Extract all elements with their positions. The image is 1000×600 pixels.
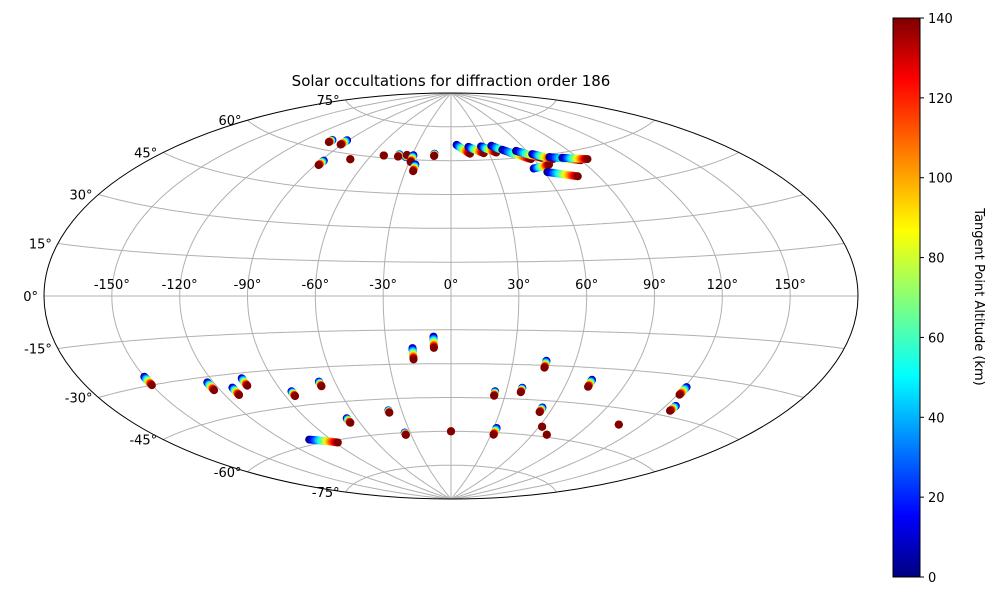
lon-tick-label: 120° xyxy=(707,278,738,293)
occultation-points xyxy=(140,136,691,447)
lat-tick-label: -30° xyxy=(65,392,93,407)
colorbar-tick-label: 120 xyxy=(928,92,953,107)
occultation-point xyxy=(614,420,623,429)
occultation-point xyxy=(409,167,418,176)
occultation-point xyxy=(409,355,418,364)
colorbar-ticks: 0 20 40 60 80 100 120 140 xyxy=(920,12,953,586)
colorbar-tick-label: 40 xyxy=(928,411,945,426)
occultation-point xyxy=(584,382,592,391)
longitude-gridline xyxy=(450,93,791,499)
occultation-point xyxy=(489,430,498,439)
occultation-point xyxy=(583,155,592,164)
occultation-point xyxy=(394,152,402,161)
lat-tick-label: -45° xyxy=(129,434,157,449)
longitude-gridline xyxy=(179,93,452,499)
occultation-point xyxy=(243,381,252,390)
occultation-point xyxy=(317,382,326,391)
longitude-gridline xyxy=(314,93,452,499)
lat-tick-label: 75° xyxy=(317,94,340,109)
lat-tick-label: 45° xyxy=(134,146,157,161)
colorbar-tick-label: 80 xyxy=(928,252,945,267)
colorbar-tick-label: 0 xyxy=(928,571,936,586)
longitude-gridline xyxy=(111,93,452,499)
lon-tick-label: -90° xyxy=(234,278,262,293)
lat-tick-label: 0° xyxy=(23,290,38,305)
occultation-point xyxy=(573,172,582,181)
occultation-point xyxy=(147,381,156,390)
lat-tick-label: -75° xyxy=(312,486,340,501)
occultation-point xyxy=(385,408,394,417)
lon-tick-label: 30° xyxy=(507,278,530,293)
colorbar-gradient xyxy=(892,17,921,578)
map-area: -150° -120° -90° -60° -30° 0° 30° 60° 90° 120° 150… xyxy=(23,92,859,501)
lon-tick-label: -150° xyxy=(94,278,130,293)
occultation-point xyxy=(379,151,388,160)
lon-tick-label: 90° xyxy=(643,278,666,293)
colorbar: 0 20 40 60 80 100 120 140 Tangent Point Altitud… xyxy=(892,12,986,586)
occultation-point xyxy=(516,388,525,397)
occultation-point xyxy=(535,408,544,417)
lat-tick-label: 60° xyxy=(218,114,241,129)
occultation-point xyxy=(235,391,244,399)
lon-tick-label: 0° xyxy=(444,278,459,293)
lat-tick-label: -60° xyxy=(214,466,242,481)
map-boundary xyxy=(43,92,859,500)
occultation-point xyxy=(314,161,323,170)
lat-tick-label: 30° xyxy=(69,189,92,204)
occultation-point xyxy=(538,422,547,431)
latitude-tick-labels: -75° -60° -45° -30° -15° 0° 15° 30° 45° 60° 75° xyxy=(23,94,339,501)
graticule xyxy=(44,93,858,499)
occultation-point xyxy=(324,138,333,147)
occultation-point xyxy=(490,391,499,400)
occultation-point xyxy=(666,406,674,415)
colorbar-label: Tangent Point Altitude (km) xyxy=(971,207,986,385)
occultation-point xyxy=(291,392,300,401)
occultation-point xyxy=(429,343,438,352)
chart-title: Solar occultations for diffraction order… xyxy=(292,72,611,90)
longitude-tick-labels: -150° -120° -90° -60° -30° 0° 30° 60° 90° 120° 150… xyxy=(94,278,806,293)
occultation-point xyxy=(336,140,345,149)
occultation-point xyxy=(675,390,684,399)
longitude-gridline xyxy=(450,93,656,499)
occultation-point xyxy=(401,430,410,439)
colorbar-tick-label: 20 xyxy=(928,491,945,506)
lon-tick-label: -60° xyxy=(301,278,329,293)
occultation-point xyxy=(333,438,342,447)
colorbar-tick-label: 140 xyxy=(928,12,953,27)
occultation-point xyxy=(447,427,455,436)
occultation-point xyxy=(346,155,355,164)
colorbar-tick-label: 100 xyxy=(928,172,953,187)
occultation-point xyxy=(210,386,219,395)
lon-tick-label: -120° xyxy=(162,278,198,293)
colorbar-tick-label: 60 xyxy=(928,331,945,346)
occultation-point xyxy=(346,418,355,427)
occultation-point xyxy=(430,152,439,160)
lon-tick-label: -30° xyxy=(369,278,397,293)
occultation-point xyxy=(542,430,551,439)
lat-tick-label: -15° xyxy=(24,343,52,358)
lon-tick-label: 60° xyxy=(575,278,598,293)
lat-tick-label: 15° xyxy=(29,237,52,252)
longitude-gridline xyxy=(450,93,723,499)
lon-tick-label: 150° xyxy=(775,278,806,293)
occultation-point xyxy=(540,363,549,372)
